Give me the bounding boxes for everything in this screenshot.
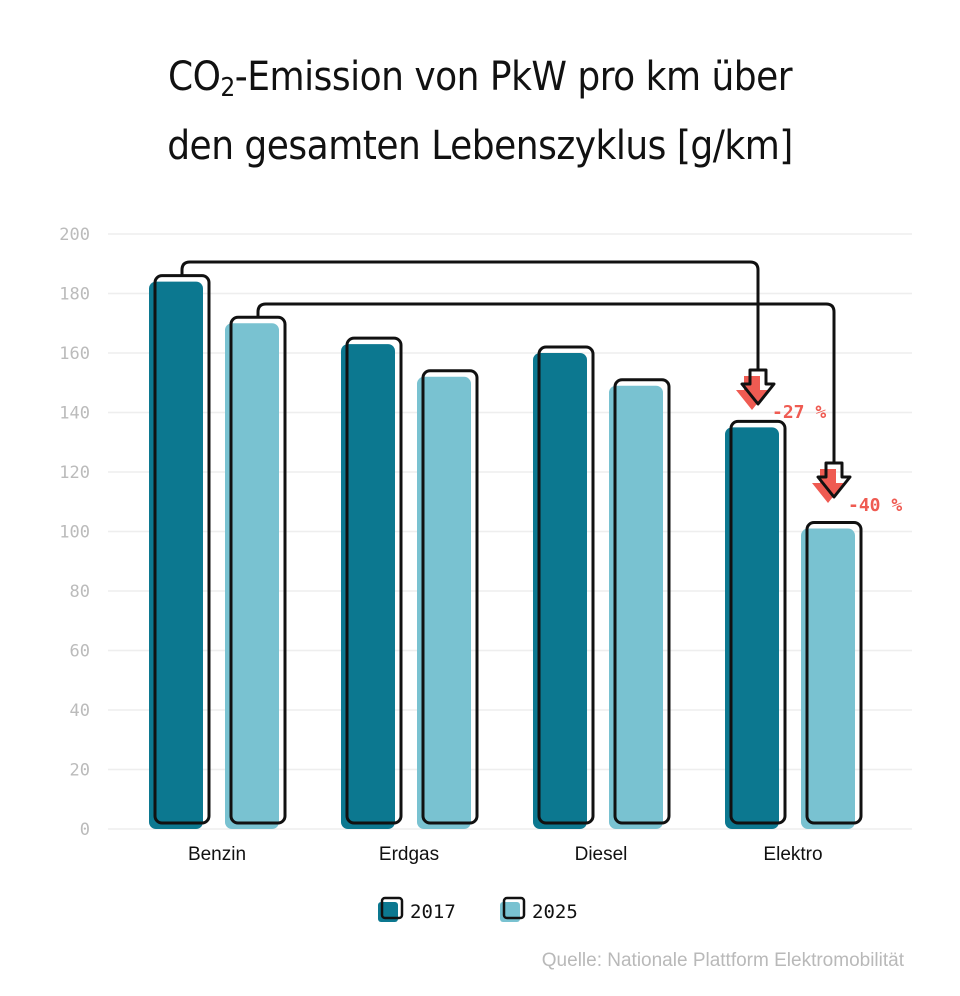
bar-fill [725,427,779,829]
bar-outline [421,369,479,825]
legend-swatch-outline [380,896,404,920]
legend-label: 2017 [410,901,456,923]
connector-line-1 [180,260,760,370]
bar-fill [149,281,203,830]
bar-outline [613,378,671,825]
y-tick-label: 80 [70,582,90,602]
bar-outline [805,521,863,825]
bar-outline [537,345,595,825]
y-tick-label: 0 [80,820,90,840]
x-category-label: Erdgas [379,844,439,865]
legend-swatch-outline [502,896,526,920]
bar-erdgas-2025 [417,369,479,829]
bar-fill [225,323,279,829]
y-tick-label: 20 [70,761,90,781]
legend-label: 2025 [532,901,578,923]
legend-item-2025: 2025 [500,896,578,923]
y-tick-label: 200 [59,225,90,245]
title-line-2: den gesamten Lebenszyklus [g/km] [167,123,793,169]
down-arrow-outline-icon [816,461,852,499]
bar-fill [801,528,855,829]
y-tick-label: 100 [59,523,90,543]
bar-fill [417,376,471,829]
connector-line-2 [256,302,836,463]
source-note: Quelle: Nationale Plattform Elektromobil… [541,950,904,971]
bar-outline [345,336,403,825]
y-tick-label: 40 [70,701,90,721]
bar-fill [341,344,395,829]
y-tick-label: 120 [59,463,90,483]
bar-fill [609,385,663,829]
down-arrow-outline-icon [740,368,776,406]
down-arrow-icon [736,376,768,410]
x-category-label: Elektro [763,844,822,865]
bar-erdgas-2017 [341,336,403,829]
annotation-label: -27 % [772,402,826,423]
chart-title: CO2-Emission von PkW pro km über den ges… [0,48,960,175]
bar-elektro-2017 [725,419,787,829]
bar-benzin-2017 [149,274,211,830]
y-tick-label: 140 [59,404,90,424]
y-tick-label: 180 [59,285,90,305]
y-tick-label: 160 [59,344,90,364]
x-category-label: Diesel [575,844,628,865]
bar-elektro-2025 [801,521,863,829]
bar-fill [533,353,587,829]
annotation-label: -40 % [848,495,902,516]
legend-item-2017: 2017 [378,896,456,923]
x-category-label: Benzin [188,844,246,865]
y-tick-label: 60 [70,642,90,662]
bar-outline [729,419,787,825]
down-arrow-icon [812,469,844,503]
title-line-1: CO2-Emission von PkW pro km über [167,54,793,103]
bar-diesel-2025 [609,378,671,829]
bar-benzin-2025 [225,315,287,829]
bar-diesel-2017 [533,345,595,829]
